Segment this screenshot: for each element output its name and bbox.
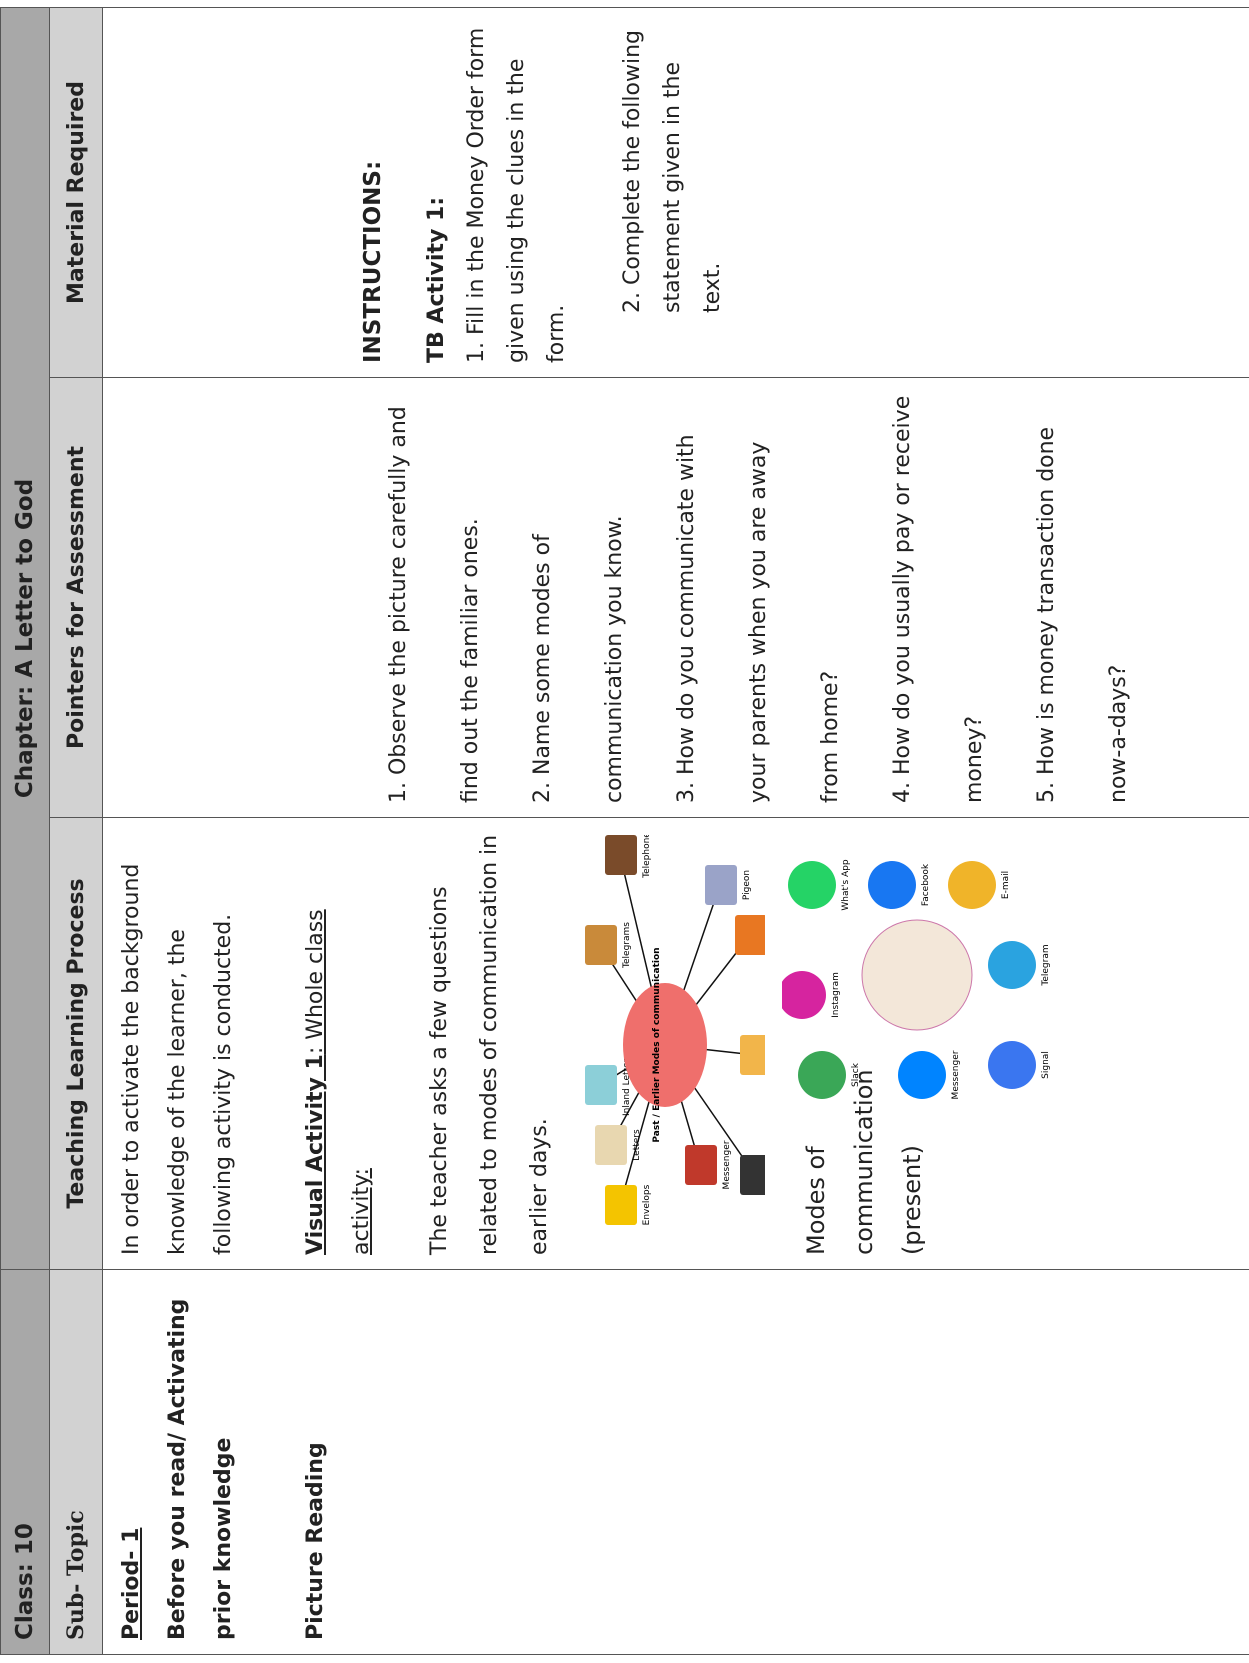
app-icon — [868, 861, 916, 909]
tb-activity: TB Activity 1: — [424, 196, 449, 363]
before: Before you read/ Activating prior knowle… — [165, 1298, 236, 1640]
icon — [585, 1065, 617, 1105]
col-header: Pointers for Assessment — [49, 377, 103, 818]
present-label: Messenger — [951, 1050, 961, 1099]
pointer: 4. How do you usually pay or receive mon… — [890, 395, 987, 803]
intro: In order to activate the background know… — [119, 863, 236, 1255]
icon — [595, 1125, 627, 1165]
material-item: 2. Complete the following statement give… — [620, 29, 725, 313]
past-label: Telephone — [642, 835, 652, 879]
activity: Visual Activity 1: Whole class activity: — [293, 832, 385, 1255]
lesson-table: Class: 10 Chapter: A Letter to God Sub- T… — [0, 7, 1249, 1655]
instructions: INSTRUCTIONS: — [360, 160, 386, 363]
present-label: What's App — [841, 859, 851, 911]
pointer: 3. How do you communicate with your pare… — [674, 434, 843, 803]
app-icon — [948, 861, 996, 909]
activity-title: Visual Activity 1 — [303, 1054, 328, 1255]
past-label: Letters — [632, 1129, 642, 1161]
icon — [685, 1145, 717, 1185]
col-header: Teaching Learning Process — [49, 817, 103, 1270]
icon — [605, 1185, 637, 1225]
present-label: Instagram — [831, 972, 841, 1018]
pointers-list: 1. Observe the picture carefully and fin… — [363, 392, 1155, 803]
present-label: Facebook — [921, 863, 931, 906]
app-icon — [988, 1041, 1036, 1089]
icon — [605, 835, 637, 875]
chapter-cell: Chapter: A Letter to God — [0, 7, 50, 1270]
icon — [585, 925, 617, 965]
past-label: Envelops — [642, 1184, 652, 1225]
present-label: Slack — [851, 1062, 861, 1087]
picture: Picture Reading — [303, 1442, 328, 1640]
present-caption: Modes of communication (present) — [802, 1069, 926, 1255]
network — [861, 919, 973, 1031]
present-label: Signal — [1041, 1051, 1051, 1079]
past-label: Telegrams — [622, 922, 632, 969]
pointer: 5. How is money transaction done now-a-d… — [1034, 426, 1131, 803]
app-icon — [988, 941, 1036, 989]
col-header: Material Required — [49, 7, 103, 378]
app-icon — [782, 971, 826, 1019]
pointer: 2. Name some modes of communication you … — [530, 515, 627, 803]
present-diagram: Slack Instagram What's App Facebook Messenge… — [782, 859, 1051, 1099]
present-label: E-mail — [1001, 871, 1011, 899]
question: The teacher asks a few questions related… — [427, 834, 552, 1255]
present-label: Telegram — [1041, 944, 1051, 986]
icon — [740, 1155, 772, 1195]
center — [623, 983, 707, 1107]
teaching-cell: In order to activate the background know… — [102, 817, 1249, 1270]
icon — [705, 865, 737, 905]
class-cell: Class: 10 — [0, 1269, 50, 1655]
material-item: 1. Fill in the Money Order form given us… — [464, 27, 569, 363]
icon — [735, 915, 767, 955]
past-label: Inland Letters — [622, 1054, 632, 1116]
pointers-cell: 1. Observe the picture carefully and fin… — [102, 377, 1249, 818]
app-icon — [788, 861, 836, 909]
past-center: Past / Earlier Modes of communication — [652, 947, 662, 1142]
past-label: Messenger — [722, 1140, 732, 1189]
material-cell: INSTRUCTIONS: TB Activity 1: 1. Fill in … — [102, 7, 1249, 378]
past-label: Pigeon — [742, 870, 752, 900]
past-diagram: Envelops Messenger Letters Inland Letters Te… — [585, 832, 787, 1225]
present-area: Modes of communication (present) Slack In… — [782, 832, 1082, 1255]
icon — [740, 1035, 772, 1075]
app-icon — [798, 1051, 846, 1099]
period: Period- 1 — [119, 1527, 144, 1640]
app-icon — [898, 1051, 946, 1099]
pointer: 1. Observe the picture carefully and fin… — [386, 406, 483, 803]
subtopic-cell: Period- 1 Before you read/ Activating pr… — [102, 1269, 1249, 1655]
col-header: Sub- Topic — [49, 1269, 103, 1655]
